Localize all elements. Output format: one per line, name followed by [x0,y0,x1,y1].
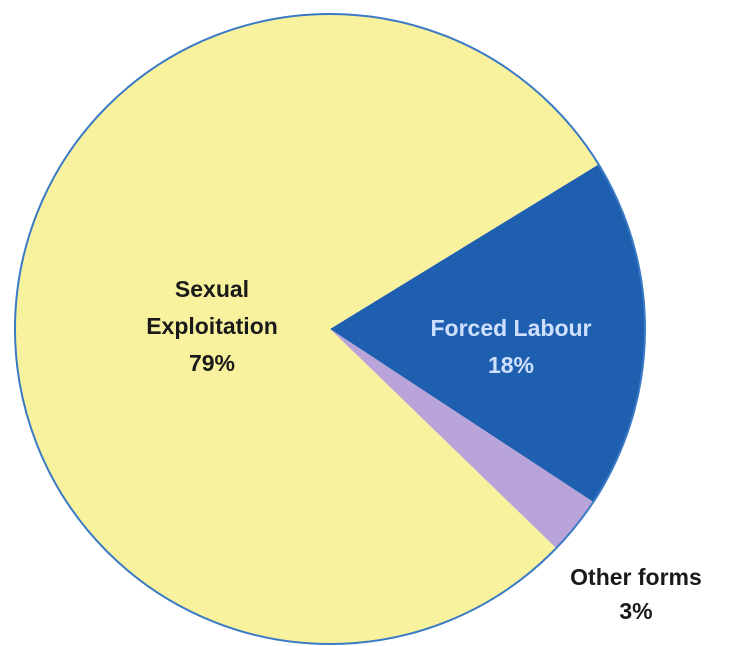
slice-label-line-forced-labour: Forced Labour [430,315,591,341]
slice-label-line-sexual-exploitation: Exploitation [146,313,278,339]
pie-slice-forced-labour [330,164,645,502]
slice-label-line-sexual-exploitation: Sexual [175,276,249,302]
slice-label-other-forms: Other forms 3% [570,564,702,624]
slice-value-forced-labour: 18% [488,352,534,378]
slice-value-sexual-exploitation: 79% [189,350,235,376]
pie-outline [14,13,646,645]
pie-slices [14,13,645,644]
pie-slice-other-forms [330,329,594,549]
slice-label-line-other-forms: Other forms [570,564,702,590]
slice-label-forced-labour: Forced Labour 18% [430,315,591,378]
slice-label-sexual-exploitation: Sexual Exploitation 79% [146,276,278,376]
slice-value-other-forms: 3% [619,598,652,624]
pie-labels: Sexual Exploitation 79% Forced Labour 18% Oth… [146,276,702,624]
pie-slice-sexual-exploitation [14,13,599,644]
